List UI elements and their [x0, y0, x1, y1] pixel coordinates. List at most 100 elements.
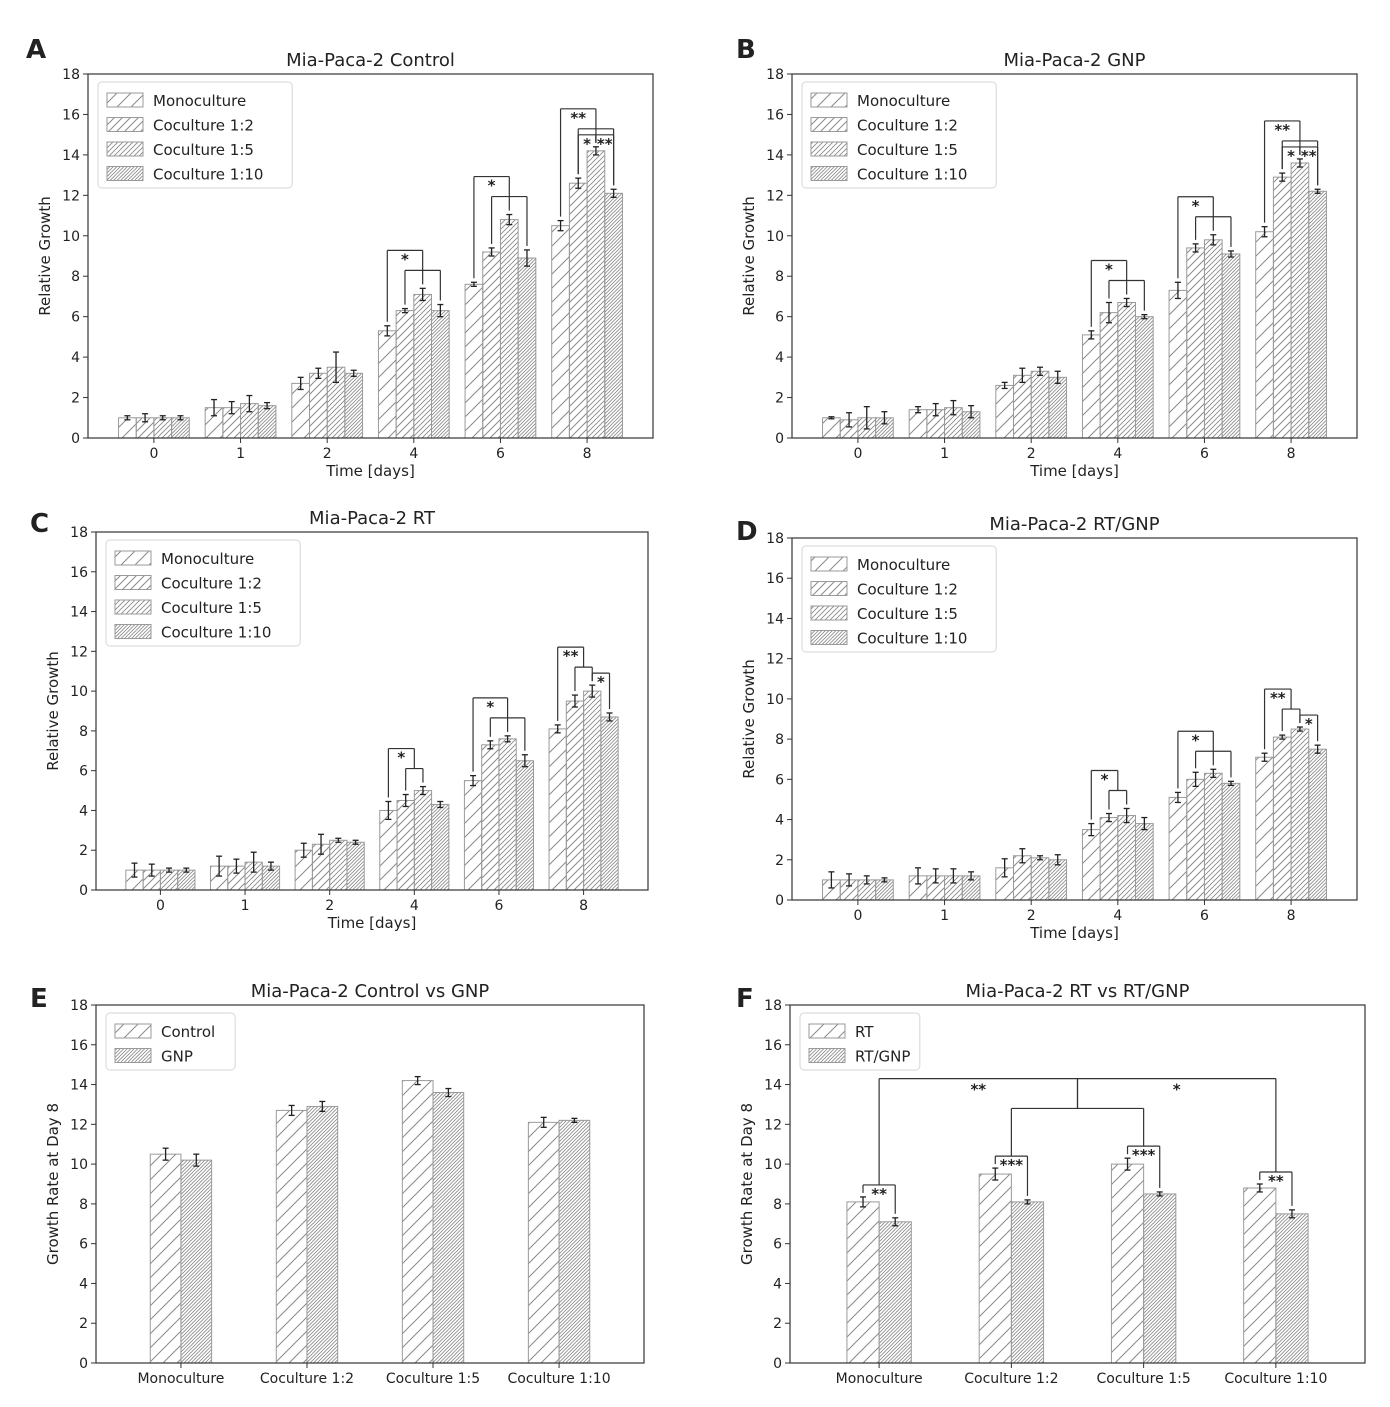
legend-entry: Coculture 1:10	[153, 166, 263, 184]
x-tick-label: 8	[579, 898, 588, 914]
y-tick-label: 8	[773, 1197, 782, 1213]
bar	[1308, 748, 1327, 901]
y-tick-label: 6	[79, 1237, 88, 1253]
y-tick-label: 10	[764, 1157, 782, 1173]
legend-swatch	[114, 624, 152, 639]
bar	[978, 1173, 1012, 1364]
x-tick-label: Coculture 1:10	[1224, 1371, 1327, 1387]
bar	[379, 809, 398, 891]
y-tick-label: 2	[773, 1316, 782, 1332]
y-tick-label: 4	[71, 350, 80, 366]
legend-swatch	[810, 117, 848, 132]
bar	[498, 738, 517, 891]
bar	[1135, 823, 1154, 901]
bar	[878, 1221, 912, 1364]
significance-label: *	[401, 250, 409, 268]
legend-entry: Control	[161, 1023, 215, 1041]
significance-label: *	[1101, 770, 1109, 788]
bar	[558, 1119, 591, 1364]
bar	[515, 760, 535, 891]
legend: Monoculture Coculture 1:2 Coculture 1:5 Coc…	[801, 545, 997, 653]
legend-swatch	[810, 92, 848, 108]
y-tick-label: 14	[70, 605, 88, 621]
legend-entry: Coculture 1:10	[161, 624, 271, 642]
legend-swatch	[106, 166, 144, 181]
bar	[257, 405, 277, 439]
bar	[1255, 231, 1274, 439]
x-tick-label: 4	[410, 898, 419, 914]
y-tick-label: 2	[775, 853, 784, 869]
bar	[568, 182, 588, 439]
significance-label: **	[597, 135, 613, 153]
legend-entry: Coculture 1:2	[857, 581, 958, 599]
legend-entry: Coculture 1:2	[161, 575, 262, 593]
significance-label: *	[488, 177, 496, 195]
legend-entry: Coculture 1:2	[153, 117, 254, 135]
bar	[1272, 736, 1292, 901]
bar	[481, 744, 500, 891]
legend-entry: Monoculture	[857, 92, 950, 110]
y-tick-label: 6	[773, 1237, 782, 1253]
y-tick-label: 6	[775, 772, 784, 788]
significance-label: *	[597, 673, 605, 691]
bar	[1081, 829, 1101, 901]
y-tick-label: 10	[70, 684, 88, 700]
y-tick-label: 14	[70, 1078, 88, 1094]
legend-entry: RT/GNP	[855, 1048, 910, 1066]
y-tick-label: 16	[62, 107, 80, 123]
legend-entry: RT	[855, 1023, 874, 1041]
panel-letter: A	[26, 35, 46, 65]
legend: Monoculture Coculture 1:2 Coculture 1:5 Coc…	[105, 539, 301, 647]
x-tick-label: 0	[853, 908, 862, 924]
legend-swatch	[810, 166, 848, 181]
y-tick-label: 8	[79, 1197, 88, 1213]
x-axis-label: Time [days]	[1029, 924, 1119, 942]
significance-label: *	[1105, 260, 1113, 278]
y-tick-label: 14	[764, 1078, 782, 1094]
y-tick-label: 0	[775, 893, 784, 909]
bar	[1221, 253, 1241, 439]
legend-entry: Coculture 1:10	[857, 630, 967, 648]
significance-label: **	[1274, 121, 1290, 139]
bar	[846, 1201, 880, 1364]
legend-swatch	[106, 117, 144, 132]
legend-entry: GNP	[161, 1048, 193, 1066]
legend-entry: Monoculture	[857, 556, 950, 574]
chart-title: Mia-Paca-2 Control	[286, 50, 455, 71]
significance-label: *	[397, 749, 405, 767]
bar	[377, 330, 397, 439]
significance-label: **	[1268, 1172, 1284, 1190]
bar	[1203, 772, 1223, 901]
y-tick-label: 4	[79, 803, 88, 819]
bar	[1081, 334, 1101, 439]
significance-label: **	[871, 1185, 887, 1203]
x-axis-label: Time [days]	[325, 462, 415, 480]
y-tick-label: 10	[70, 1157, 88, 1173]
y-tick-label: 8	[71, 269, 80, 285]
significance-label: **	[570, 109, 586, 127]
x-axis-label: Time [days]	[327, 914, 417, 932]
bar	[171, 417, 190, 439]
y-tick-label: 0	[773, 1356, 782, 1372]
bar	[822, 417, 841, 439]
legend: Monoculture Coculture 1:2 Coculture 1:5 Coc…	[97, 81, 293, 189]
bar	[177, 869, 196, 891]
x-tick-label: 8	[1287, 446, 1296, 462]
significance-label: *	[1192, 197, 1200, 215]
x-tick-label: 6	[496, 446, 505, 462]
legend-box	[97, 81, 293, 189]
y-tick-label: 16	[70, 1038, 88, 1054]
bar	[149, 1153, 182, 1364]
legend: Control GNP	[105, 1012, 236, 1071]
y-tick-label: 6	[775, 310, 784, 326]
y-axis-label: Relative Growth	[44, 651, 62, 771]
bar	[1275, 1213, 1309, 1364]
y-tick-label: 2	[79, 843, 88, 859]
bar	[153, 417, 173, 439]
bar	[1117, 302, 1137, 439]
legend-swatch	[106, 141, 144, 157]
bar	[908, 409, 928, 439]
x-tick-label: 2	[1027, 446, 1036, 462]
significance-label: *	[486, 698, 494, 716]
bar	[1030, 857, 1050, 901]
